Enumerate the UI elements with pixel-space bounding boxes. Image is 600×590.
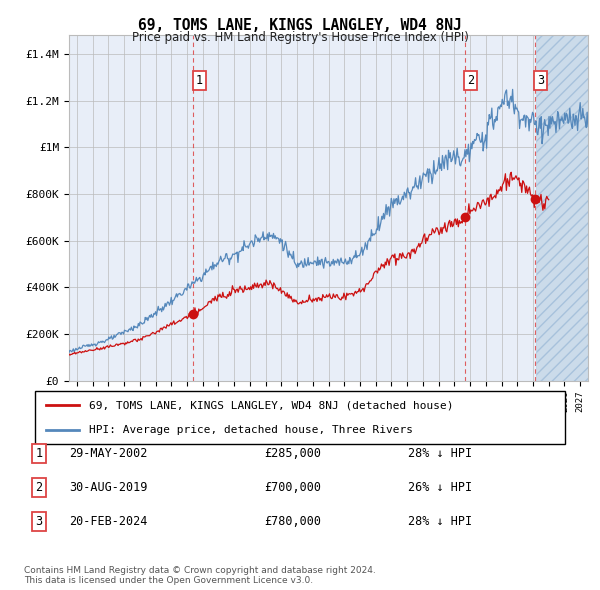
Text: 3: 3 bbox=[35, 515, 43, 528]
Bar bbox=[536, 35, 590, 381]
Text: 69, TOMS LANE, KINGS LANGLEY, WD4 8NJ (detached house): 69, TOMS LANE, KINGS LANGLEY, WD4 8NJ (d… bbox=[89, 400, 454, 410]
Text: 2: 2 bbox=[467, 74, 474, 87]
Bar bbox=[536, 35, 590, 381]
Text: £700,000: £700,000 bbox=[264, 481, 321, 494]
Text: £780,000: £780,000 bbox=[264, 515, 321, 528]
Text: 30-AUG-2019: 30-AUG-2019 bbox=[69, 481, 148, 494]
Text: 1: 1 bbox=[35, 447, 43, 460]
Text: £285,000: £285,000 bbox=[264, 447, 321, 460]
Text: 26% ↓ HPI: 26% ↓ HPI bbox=[408, 481, 472, 494]
Text: 20-FEB-2024: 20-FEB-2024 bbox=[69, 515, 148, 528]
Text: Price paid vs. HM Land Registry's House Price Index (HPI): Price paid vs. HM Land Registry's House … bbox=[131, 31, 469, 44]
Text: 69, TOMS LANE, KINGS LANGLEY, WD4 8NJ: 69, TOMS LANE, KINGS LANGLEY, WD4 8NJ bbox=[138, 18, 462, 32]
Text: 1: 1 bbox=[196, 74, 203, 87]
Text: 29-MAY-2002: 29-MAY-2002 bbox=[69, 447, 148, 460]
Text: 3: 3 bbox=[538, 74, 544, 87]
Text: 28% ↓ HPI: 28% ↓ HPI bbox=[408, 447, 472, 460]
Text: 2: 2 bbox=[35, 481, 43, 494]
Text: HPI: Average price, detached house, Three Rivers: HPI: Average price, detached house, Thre… bbox=[89, 425, 413, 435]
Text: Contains HM Land Registry data © Crown copyright and database right 2024.
This d: Contains HM Land Registry data © Crown c… bbox=[24, 566, 376, 585]
Text: 28% ↓ HPI: 28% ↓ HPI bbox=[408, 515, 472, 528]
FancyBboxPatch shape bbox=[35, 391, 565, 444]
